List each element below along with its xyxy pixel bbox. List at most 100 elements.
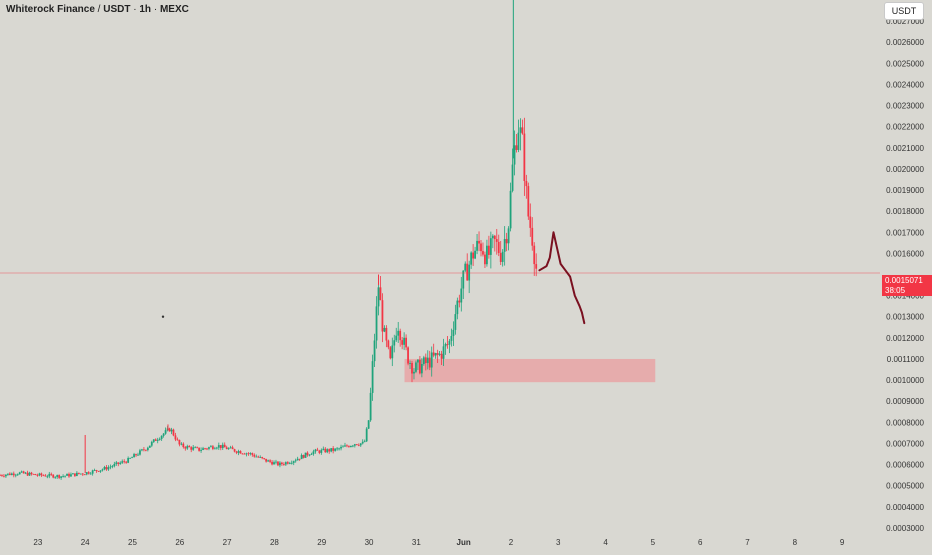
candle-body <box>156 439 159 441</box>
candle-body <box>245 453 248 455</box>
candle-body <box>75 472 78 476</box>
candle-body <box>188 446 191 448</box>
candle-body <box>81 473 84 475</box>
candle-body <box>395 335 398 341</box>
candle-body <box>513 145 516 165</box>
candle-body <box>377 287 380 307</box>
candle-body <box>452 329 455 336</box>
candle-body <box>204 448 206 450</box>
x-tick-label: 4 <box>603 538 608 547</box>
x-axis: 23 24 25 26 27 28 29 30 31 Jun 2 3 4 5 6 7 8 9 <box>33 538 845 547</box>
candle-body <box>432 352 435 356</box>
candle-body <box>144 449 147 451</box>
candle-body <box>314 449 317 452</box>
candle-body <box>154 439 157 441</box>
candle-body <box>332 448 335 451</box>
candle-body <box>501 251 504 262</box>
candle-body <box>284 462 287 465</box>
candle-body <box>361 441 364 444</box>
candle-body <box>491 235 494 239</box>
x-tick-label: 2 <box>509 538 514 547</box>
candle-body <box>261 457 264 459</box>
candle-body <box>8 473 11 475</box>
candle-body <box>184 447 187 449</box>
title-separator-3: · <box>151 4 160 15</box>
candle-body <box>32 474 35 475</box>
candle-body <box>251 453 254 455</box>
candle-body <box>141 449 143 451</box>
candle-body <box>219 445 222 449</box>
candle-body <box>318 450 321 453</box>
candle-body <box>271 461 273 465</box>
candle-body <box>486 245 488 265</box>
candle-body <box>533 245 536 265</box>
candle-body <box>210 446 212 448</box>
candle-body <box>523 133 526 182</box>
candle-body <box>470 252 473 265</box>
candle-body <box>438 353 441 355</box>
candle-body <box>454 314 457 330</box>
candle-body <box>286 462 289 464</box>
candle-body <box>44 475 47 477</box>
candle-body <box>381 300 384 332</box>
candle-body <box>466 263 469 281</box>
x-tick-label: 26 <box>175 538 184 547</box>
candle-body <box>237 451 240 453</box>
candle-body <box>20 471 23 473</box>
candle-body <box>497 241 500 253</box>
candle-body <box>253 454 256 457</box>
candle-body <box>418 359 421 374</box>
candle-body <box>487 245 490 255</box>
current-price-value: 0.0015071 <box>885 276 923 285</box>
candle-body <box>359 443 362 446</box>
candle-body <box>519 127 522 133</box>
candle-body <box>121 461 124 463</box>
candle-body <box>111 466 114 467</box>
y-tick-label: 0.0021000 <box>886 144 924 153</box>
candle-body <box>172 429 175 436</box>
candle-body <box>178 439 181 445</box>
candle-body <box>217 445 220 448</box>
candle-body <box>472 252 475 259</box>
candle-body <box>26 472 29 476</box>
candle-body <box>235 451 238 453</box>
candle-body <box>257 456 260 458</box>
y-tick-label: 0.0019000 <box>886 186 924 195</box>
candle-body <box>342 446 344 448</box>
candle-body <box>458 300 461 303</box>
candle-body <box>62 476 64 477</box>
y-tick-label: 0.0003000 <box>886 524 924 533</box>
candle-body <box>280 462 283 465</box>
candle-body <box>478 240 480 244</box>
candle-body <box>399 330 402 341</box>
candle-body <box>34 474 37 476</box>
candle-body <box>387 340 390 348</box>
candle-body <box>113 463 116 467</box>
y-axis: 0.0003000 0.0004000 0.0005000 0.0006000 0.00… <box>886 17 924 533</box>
candle-body <box>525 181 528 187</box>
candle-body <box>6 473 9 475</box>
title-separator-1: / <box>94 4 104 15</box>
candle-body <box>403 337 406 345</box>
title-separator-2: · <box>130 4 140 15</box>
price-zone-group <box>404 358 656 383</box>
y-tick-label: 0.0006000 <box>886 461 924 470</box>
candle-body <box>290 462 293 464</box>
x-tick-label: 3 <box>556 538 561 547</box>
candle-body <box>468 264 471 281</box>
candle-body <box>233 449 236 452</box>
candle-body <box>105 467 108 470</box>
candle-body <box>241 453 244 455</box>
candle-body <box>60 476 63 478</box>
candle-body <box>507 228 510 244</box>
candle-body <box>346 445 348 447</box>
y-tick-label: 0.0020000 <box>886 165 924 174</box>
candle-body <box>275 461 277 463</box>
candle-body <box>338 448 340 450</box>
candle-body <box>79 473 82 475</box>
candle-body <box>460 288 463 303</box>
currency-button[interactable]: USDT <box>884 2 924 20</box>
